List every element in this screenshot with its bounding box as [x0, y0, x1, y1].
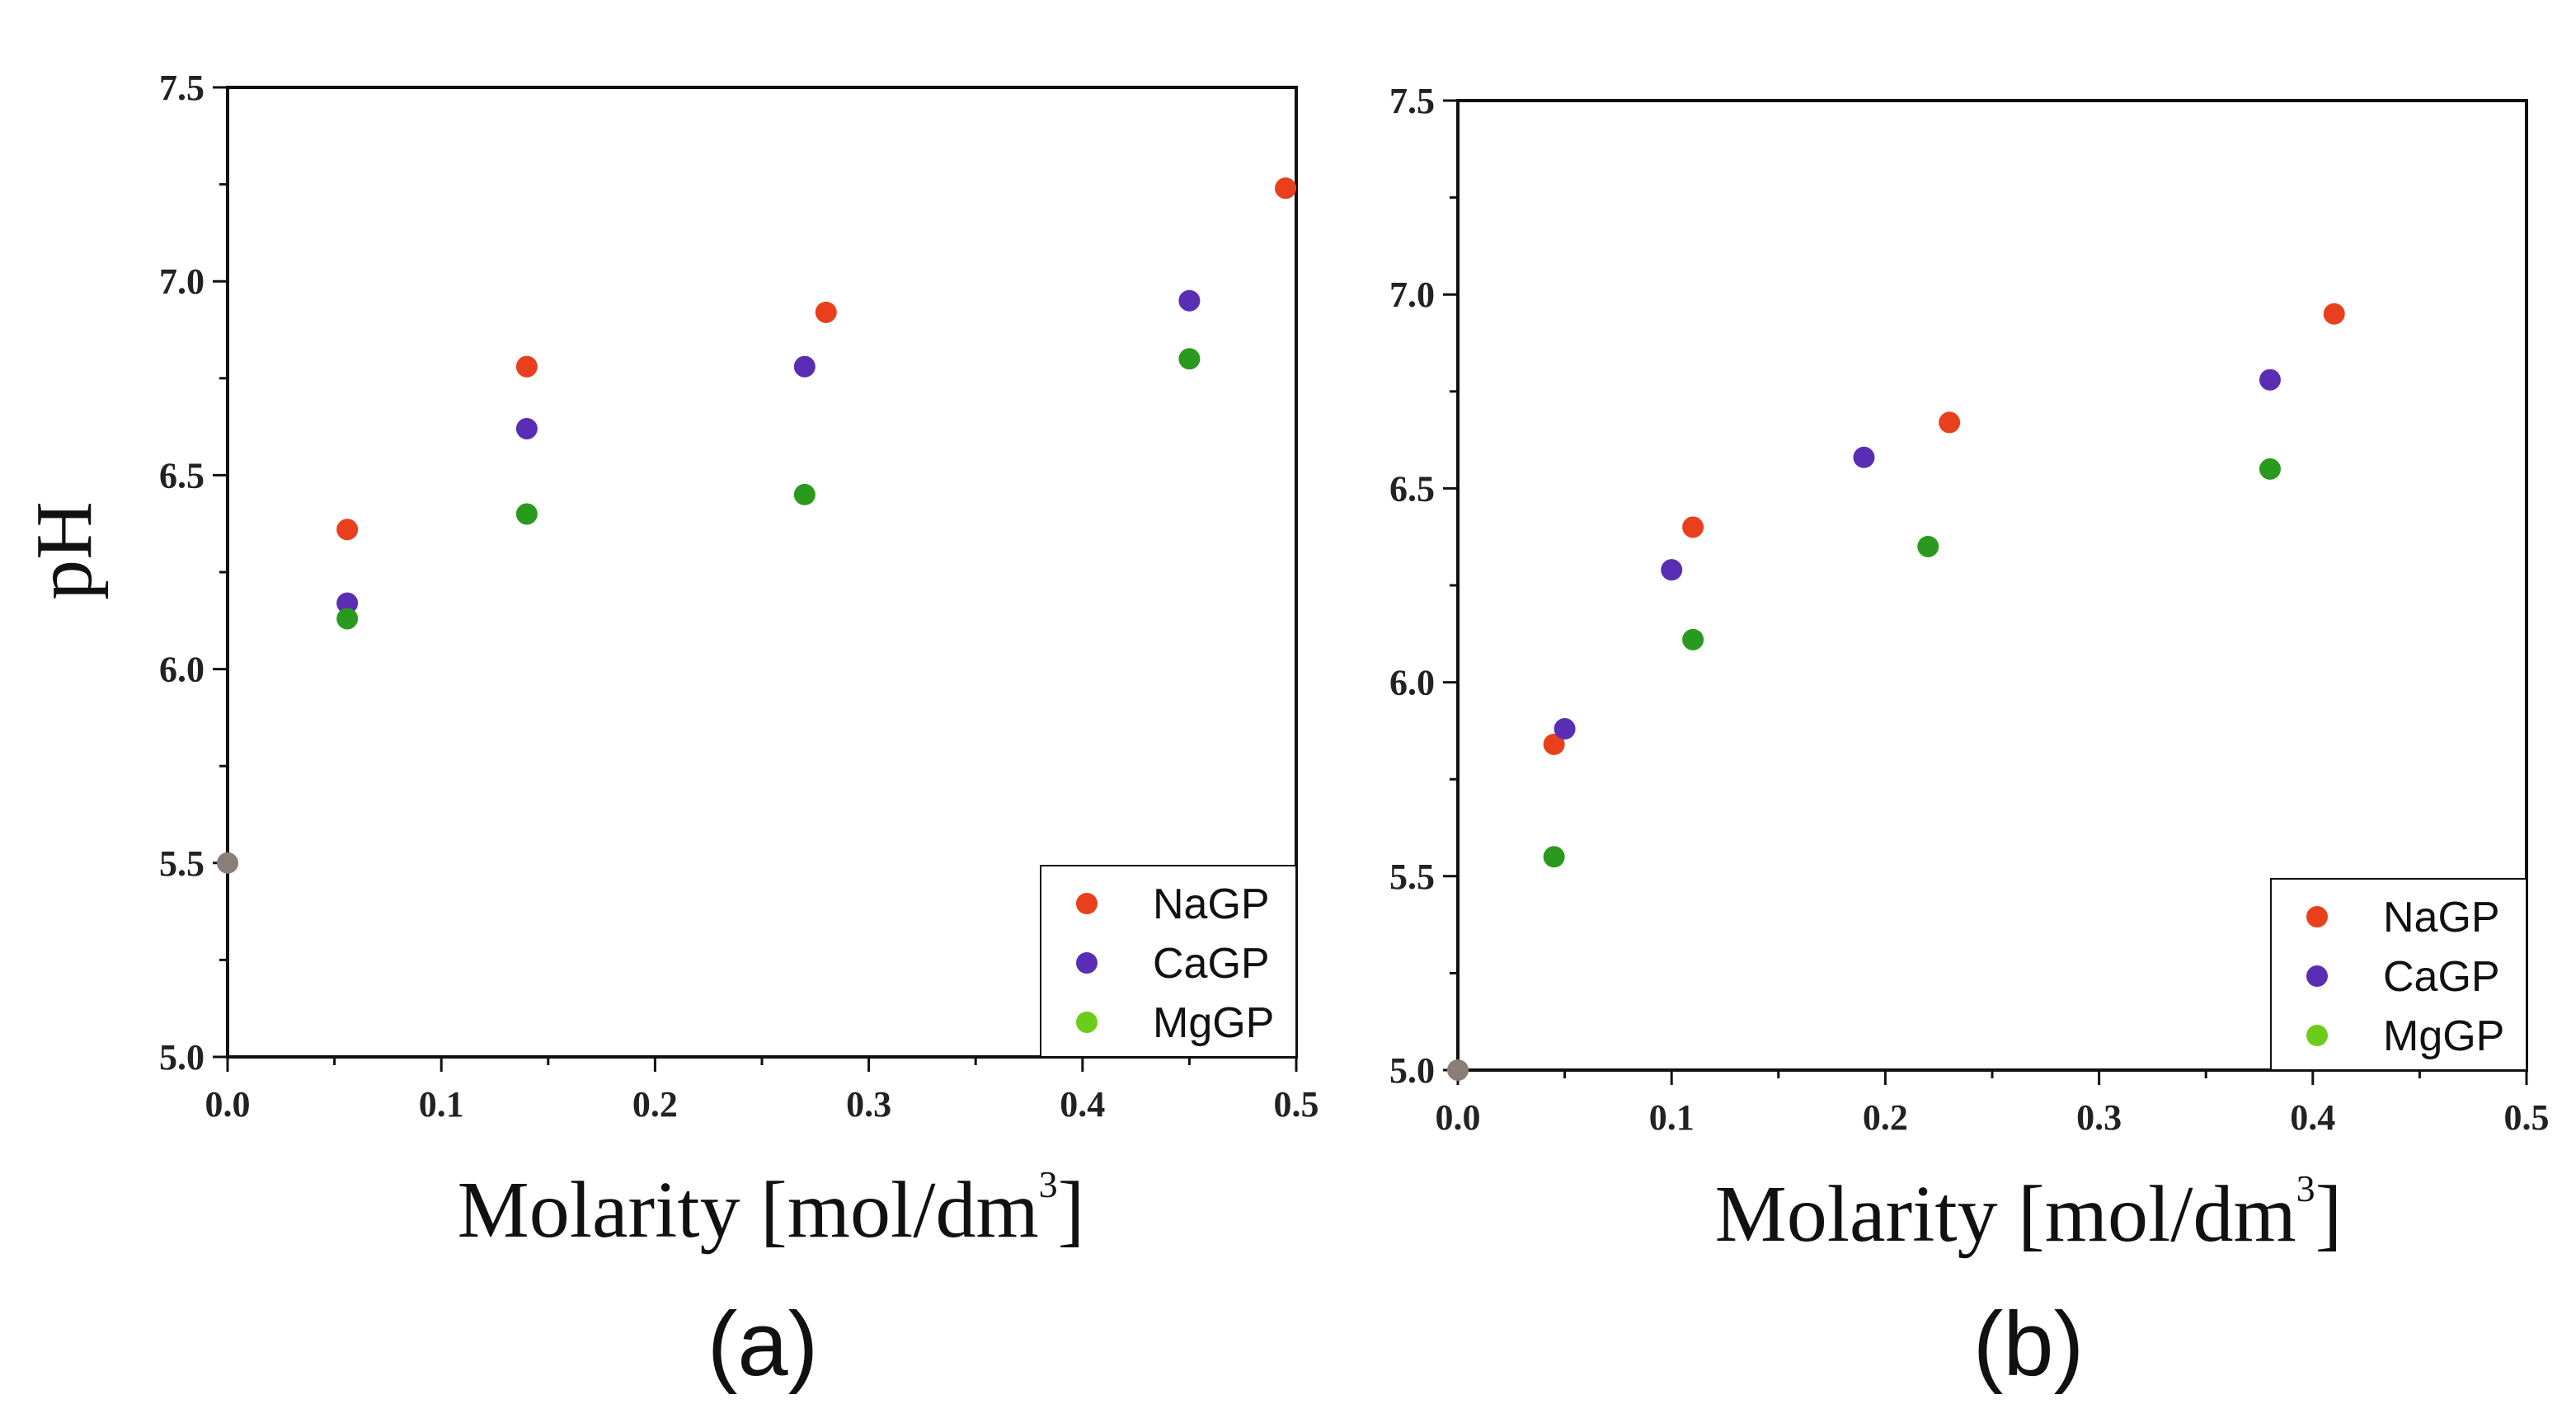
x-tick-label: 0.3 — [2076, 1097, 2122, 1138]
x-axis-label-text: Molarity [mol/dm — [458, 1166, 1039, 1255]
x-axis-label-superscript: 3 — [1039, 1163, 1058, 1205]
y-tick-label: 7.0 — [1389, 275, 1435, 315]
x-tick-label: 0.0 — [1436, 1097, 1481, 1138]
x-tick-label: 0.0 — [205, 1084, 251, 1125]
data-point-cagp — [1661, 559, 1683, 581]
data-point-cagp — [1554, 718, 1576, 740]
origin-point — [1447, 1059, 1469, 1081]
data-point-mggp — [1543, 846, 1565, 868]
data-point-mggp — [336, 608, 359, 630]
legend-marker-cagp — [1076, 952, 1098, 974]
x-tick-label: 0.5 — [1274, 1084, 1319, 1125]
y-tick-label: 7.0 — [159, 261, 204, 302]
x-tick-label: 0.4 — [1060, 1084, 1105, 1125]
panel-caption: (a) — [707, 1294, 818, 1395]
data-point-nagp — [515, 355, 538, 378]
data-point-nagp — [2323, 303, 2345, 325]
x-axis-label: Molarity [mol/dm3] — [458, 1163, 1085, 1255]
data-point-cagp — [793, 355, 816, 378]
data-point-nagp — [1275, 177, 1297, 200]
legend: NaGP CaGP MgGP — [2270, 878, 2527, 1071]
x-axis-label: Molarity [mol/dm3] — [1715, 1167, 2343, 1259]
data-point-mggp — [793, 483, 816, 505]
y-tick-label: 6.5 — [1389, 468, 1435, 509]
data-point-nagp — [1543, 733, 1565, 755]
x-axis-label-close: ] — [2315, 1170, 2343, 1259]
y-tick-label: 5.0 — [1389, 1050, 1435, 1091]
y-tick-label: 5.5 — [1389, 857, 1435, 897]
chart-panel-a: 0.0 0.1 0.2 0.3 0.4 0.5 5.0 5.5 6.0 6.5 7.0 7.5 Mola… — [20, 68, 1319, 1395]
data-point-cagp — [515, 417, 538, 439]
legend-marker-nagp — [1076, 893, 1098, 914]
y-tick-label: 5.0 — [159, 1037, 204, 1078]
data-point-mggp — [2259, 458, 2281, 480]
data-point-nagp — [336, 519, 359, 541]
x-axis-label-superscript: 3 — [2296, 1167, 2315, 1209]
x-tick-label: 0.4 — [2290, 1097, 2335, 1138]
legend-label-mggp: MgGP — [1153, 999, 1274, 1047]
data-point-nagp — [1939, 411, 1961, 434]
legend-marker-mggp — [1076, 1012, 1098, 1033]
data-point-mggp — [1682, 628, 1704, 650]
y-tick-label: 7.5 — [1389, 81, 1435, 121]
legend-label-nagp: NaGP — [2383, 894, 2500, 941]
y-tick-label: 7.5 — [159, 68, 204, 108]
legend-label-nagp: NaGP — [1153, 880, 1270, 928]
legend-label-cagp: CaGP — [1153, 940, 1270, 988]
legend-marker-nagp — [2306, 906, 2328, 927]
legend-marker-mggp — [2306, 1025, 2328, 1046]
chart-panel-b: 0.0 0.1 0.2 0.3 0.4 0.5 5.0 5.5 6.0 6.5 7.0 7.5 Mola… — [1389, 81, 2550, 1395]
legend-label-cagp: CaGP — [2383, 953, 2500, 1001]
data-point-cagp — [1178, 289, 1201, 312]
data-point-cagp — [1853, 446, 1875, 468]
data-point-mggp — [1917, 535, 1939, 557]
y-tick-label: 6.0 — [159, 650, 204, 690]
data-point-cagp — [336, 592, 359, 614]
legend-marker-cagp — [2306, 965, 2328, 987]
x-tick-label: 0.5 — [2504, 1097, 2550, 1138]
panel-caption: (b) — [1973, 1294, 2084, 1395]
y-tick-label: 6.5 — [159, 455, 204, 495]
x-axis-label-text: Molarity [mol/dm — [1715, 1170, 2296, 1259]
origin-point — [217, 852, 238, 874]
data-point-mggp — [515, 503, 538, 525]
data-point-nagp — [1682, 516, 1704, 538]
x-tick-label: 0.3 — [846, 1084, 891, 1125]
x-tick-label: 0.1 — [419, 1084, 464, 1125]
data-point-nagp — [815, 301, 837, 323]
x-tick-label: 0.2 — [632, 1084, 678, 1125]
y-axis-label: pH — [20, 501, 109, 600]
legend-label-mggp: MgGP — [2383, 1012, 2504, 1060]
x-axis-label-close: ] — [1058, 1166, 1085, 1255]
legend: NaGP CaGP MgGP — [1040, 865, 1297, 1058]
x-tick-label: 0.1 — [1649, 1097, 1695, 1138]
data-point-cagp — [2259, 369, 2281, 391]
data-point-mggp — [1178, 348, 1201, 370]
x-tick-label: 0.2 — [1863, 1097, 1908, 1138]
y-tick-label: 5.5 — [159, 843, 204, 884]
y-tick-label: 6.0 — [1389, 663, 1435, 703]
